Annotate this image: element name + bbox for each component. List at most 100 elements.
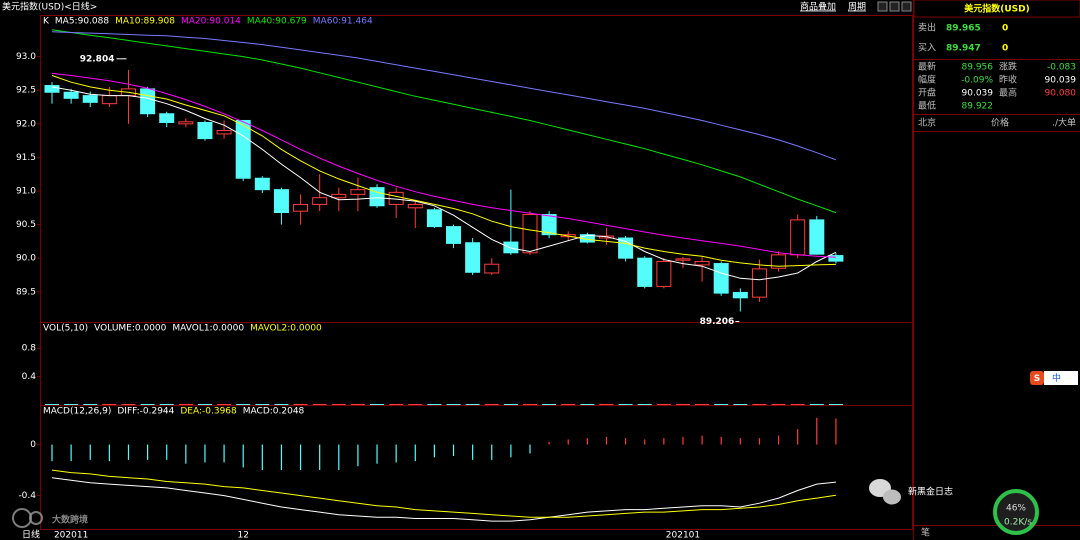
volume-bar [408,404,423,405]
volume-bar [484,404,499,405]
quote-label: 最低 [918,100,936,112]
buy-label: 买入 [918,43,936,54]
volume-bar [350,404,365,405]
watermark-right: 新黑金日志 [908,486,953,498]
volume-bar [217,404,232,405]
legend-entry: VOL(5,10) [43,324,88,334]
volume-bar [714,404,729,405]
sell-label: 卖出 [918,22,936,34]
volume-bar [599,404,614,405]
candle-body [828,255,844,262]
candle-body [541,214,557,236]
quote-label: 开盘 [918,87,936,99]
indicator-line [51,75,836,267]
x-tick-label: 12 [237,531,248,540]
footer-tab[interactable]: 笔 [921,527,930,539]
symbol-tab[interactable]: 美元指数(USD)<日线> [2,1,97,13]
candle-body [82,95,98,103]
volume-bar [580,404,595,405]
volume-bar [159,404,174,405]
candle-body [216,130,232,135]
candle-body [751,268,767,298]
y-tick-label: 92.0 [16,119,36,129]
quote-value: -0.083 [1047,63,1076,73]
volume-bar [236,404,251,405]
candle-body [350,189,366,195]
candle-body [675,258,691,261]
candle-body [713,263,729,294]
volume-bar [140,404,155,405]
candle-body [178,121,194,125]
volume-bar [427,404,442,405]
candle-body [159,113,175,123]
window-button[interactable] [889,1,900,12]
x-axis-label: 日线 [22,529,40,540]
candle-body [407,203,423,209]
candle-body [790,219,806,256]
legend-entry: DEA:-0.3968 [180,407,237,417]
legend-entry: DIFF:-0.2944 [117,407,174,417]
ime-label: 中 [1052,372,1061,384]
legend-entry: VOLUME:0.0000 [94,324,166,334]
window-button[interactable] [901,1,912,12]
volume-bar [675,404,690,405]
volume-bar [637,404,652,405]
legend-entry: MA20:90.014 [181,17,241,27]
volume-bar [178,404,193,405]
quote-title: 美元指数(USD) [964,3,1030,15]
legend-entry: K [43,17,50,27]
quote-value: -0.09% [961,76,993,86]
volume-bar [45,404,59,405]
y-tick-label: 91.0 [16,187,36,197]
candle-body [637,257,653,287]
candle-body [809,219,825,255]
menu-item[interactable]: 商品叠加 [800,1,836,13]
indicator-line [51,477,836,522]
indicator-line [51,72,836,258]
legend-entry: MA60:91.464 [313,17,373,27]
quote-value: 90.080 [1045,89,1077,99]
quote-label: 涨跌 [999,62,1017,73]
candle-body [694,261,710,266]
legend-entry: MACD:0.2048 [243,407,305,417]
quote-value: 90.039 [1045,76,1077,86]
menu-item[interactable]: 周期 [848,2,866,13]
candle-body [732,291,748,299]
chart-frame [40,15,913,530]
candle-body [503,241,519,254]
watermark-left: 大数跨境 [52,514,88,526]
candle-body [273,189,289,214]
speed-rate: 0.2K/s [1004,518,1032,528]
candle-body [101,95,117,105]
y-tick-label: 93.0 [16,52,36,62]
volume-bar [312,404,327,405]
volume-bar [656,404,671,405]
volume-bar [446,404,461,405]
trade-header: 北京 [918,117,936,129]
candle-body [426,209,442,228]
volume-bar [695,404,710,405]
indicator-line [51,469,836,518]
candle-body [331,193,347,199]
candle-body [293,203,309,212]
candle-body [522,214,538,254]
candle-body [312,197,328,205]
legend-entry: MACD(12,26,9) [43,407,111,417]
y-tick-label: -0.4 [18,491,36,501]
candle-body [140,88,156,115]
y-tick-label: 0.8 [22,344,37,354]
y-tick-label: 91.5 [16,153,36,163]
buy-price: 89.947 [946,44,981,54]
volume-bar [733,404,748,405]
quote-value: 89.922 [962,102,994,112]
volume-bar [542,404,557,405]
candle-body [465,242,481,273]
candle-body [446,226,462,244]
low-annotation: 89.206 [700,317,735,327]
volume-bar [370,404,385,405]
x-tick-label: 202011 [54,531,88,540]
window-button[interactable] [877,1,888,12]
sell-price: 89.965 [946,24,981,34]
watermark-logo [29,511,43,525]
